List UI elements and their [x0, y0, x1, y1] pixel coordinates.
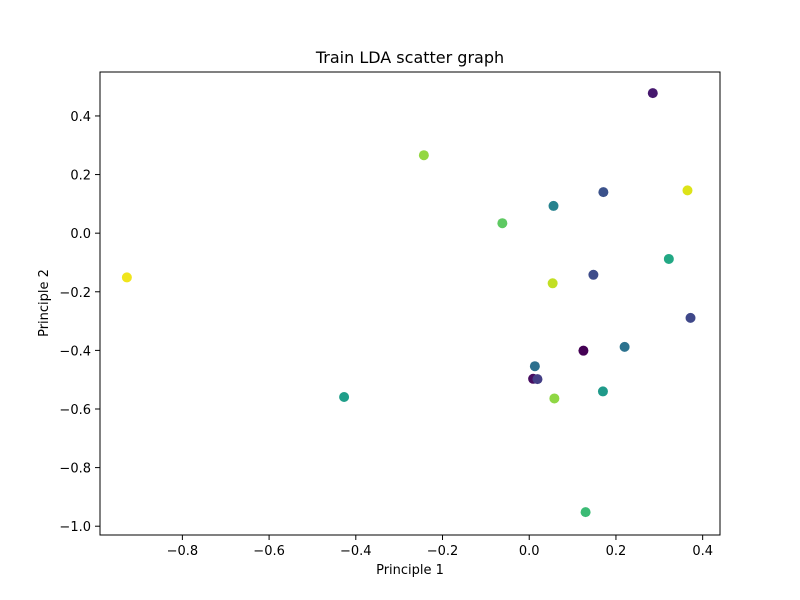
y-tick-label: −0.8: [59, 462, 91, 477]
scatter-point-11: [685, 312, 696, 323]
y-tick-label: −0.4: [59, 344, 91, 359]
data-points: [121, 88, 696, 518]
y-axis-ticks: 0.4 0.2 0.0 −0.2 −0.4 −0.6 −0.8 −1.0: [59, 110, 100, 535]
x-tick-label: −0.6: [253, 544, 285, 559]
scatter-point-20: [580, 507, 591, 518]
x-tick-label: 0.2: [606, 544, 627, 559]
scatter-point-4: [682, 185, 693, 196]
y-tick-label: −0.2: [59, 286, 91, 301]
scatter-point-1: [647, 88, 658, 99]
scatter-point-9: [121, 272, 132, 283]
y-tick-label: 0.2: [70, 169, 91, 184]
scatter-point-12: [619, 341, 630, 352]
x-axis-label: Principle 1: [376, 563, 444, 578]
scatter-point-8: [588, 269, 599, 280]
x-tick-label: 0.0: [519, 544, 540, 559]
y-tick-label: 0.0: [70, 227, 91, 242]
scatter-point-7: [663, 253, 674, 264]
y-tick-label: −1.0: [59, 520, 91, 535]
scatter-point-3: [598, 187, 609, 198]
x-tick-label: 0.4: [692, 544, 713, 559]
y-axis-label: Principle 2: [37, 269, 52, 337]
x-tick-label: −0.2: [427, 544, 459, 559]
y-tick-label: −0.6: [59, 403, 91, 418]
scatter-point-5: [548, 200, 559, 211]
scatter-point-18: [339, 391, 350, 402]
chart-title: Train LDA scatter graph: [315, 48, 504, 67]
x-tick-label: −0.4: [340, 544, 372, 559]
x-tick-label: −0.8: [167, 544, 199, 559]
scatter-point-10: [547, 278, 558, 289]
plot-frame: [99, 71, 721, 536]
scatter-point-14: [529, 361, 540, 372]
scatter-point-13: [578, 345, 589, 356]
scatter-point-19: [549, 393, 560, 404]
scatter-point-2: [418, 150, 429, 161]
scatter-point-6: [497, 218, 508, 229]
x-axis-ticks: −0.8 −0.6 −0.4 −0.2 0.0 0.2 0.4: [167, 535, 713, 559]
scatter-point-16: [532, 374, 543, 385]
y-tick-label: 0.4: [70, 110, 91, 125]
scatter-point-17: [597, 386, 608, 397]
